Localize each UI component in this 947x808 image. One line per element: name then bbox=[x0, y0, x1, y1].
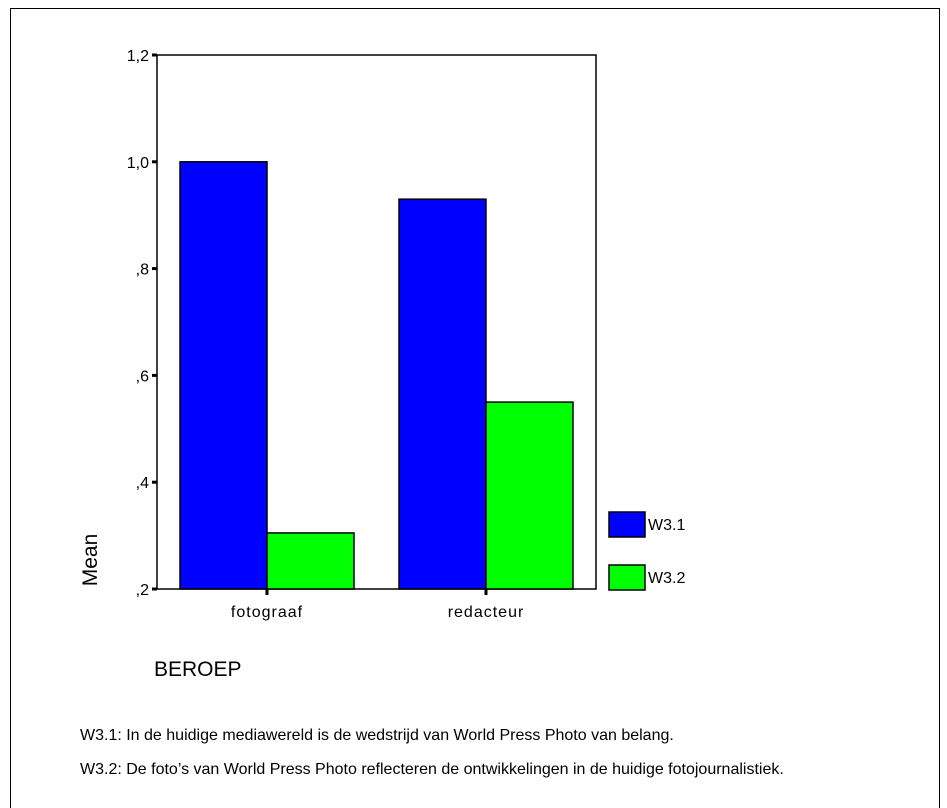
legend-label-w32: W3.2 bbox=[648, 570, 685, 587]
y-tick-label: ,4 bbox=[136, 475, 149, 492]
footnote-w31: W3.1: In de huidige mediawereld is de we… bbox=[80, 727, 674, 744]
x-tick-label: fotograaf bbox=[231, 604, 303, 621]
legend-label-w31: W3.1 bbox=[648, 517, 685, 534]
y-tick-label: 1,0 bbox=[127, 155, 149, 172]
plot-border bbox=[156, 54, 597, 590]
y-tick-label: 1,2 bbox=[127, 48, 149, 65]
chart-frame bbox=[10, 8, 940, 808]
x-tick-label: redacteur bbox=[448, 604, 525, 621]
footnote-w32: W3.2: De foto’s van World Press Photo re… bbox=[80, 761, 784, 778]
y-axis-label: Mean bbox=[79, 534, 102, 587]
x-axis-label: BEROEP bbox=[154, 658, 242, 681]
bar-w32-redacteur bbox=[485, 401, 574, 590]
bar-w31-redacteur bbox=[398, 198, 487, 590]
y-tick-label: ,8 bbox=[136, 262, 149, 279]
legend-swatch-w31 bbox=[608, 511, 646, 538]
bar-w32-fotograaf bbox=[266, 532, 355, 590]
y-tick-label: ,6 bbox=[136, 368, 149, 385]
y-tick-label: ,2 bbox=[136, 582, 149, 599]
bar-w31-fotograaf bbox=[179, 161, 268, 590]
legend-swatch-w32 bbox=[608, 564, 646, 591]
